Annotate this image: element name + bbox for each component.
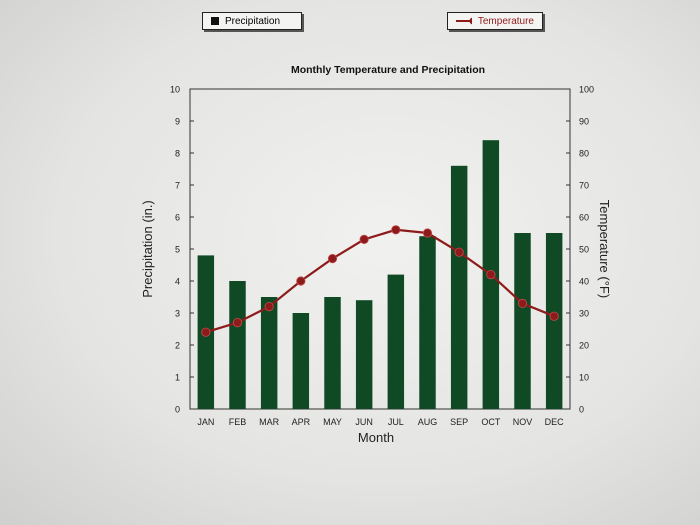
y-right-tick-label: 90	[579, 117, 589, 127]
precipitation-bar-feb	[229, 281, 246, 409]
y-left-tick-label: 5	[175, 245, 180, 255]
x-tick-label: MAY	[323, 417, 342, 427]
legend-temperature-label: Temperature	[477, 15, 534, 27]
y-right-tick-label: 10	[579, 373, 589, 383]
y-right-tick-label: 80	[579, 149, 589, 159]
x-axis-label: Month	[358, 430, 394, 445]
temperature-point-nov	[517, 298, 528, 308]
y-right-tick-label: 60	[579, 213, 589, 223]
y-left-tick-label: 6	[175, 213, 180, 223]
x-tick-label: DEC	[545, 417, 565, 427]
x-tick-label: APR	[292, 417, 311, 427]
y-right-tick-label: 50	[579, 245, 589, 255]
y-left-tick-label: 8	[175, 149, 180, 159]
precipitation-bar-dec	[545, 233, 563, 409]
temperature-line	[205, 228, 555, 334]
y-left-tick-label: 2	[175, 341, 180, 351]
temperature-point-mar	[264, 301, 274, 312]
precipitation-bar-may	[324, 297, 341, 409]
y-left-tick-label: 7	[175, 181, 180, 191]
y-left-tick-label: 1	[175, 373, 180, 383]
temperature-point-aug	[422, 228, 433, 238]
y-axis-left-label: Precipitation (in.)	[140, 200, 155, 298]
x-tick-label: NOV	[513, 417, 533, 427]
y-right-tick-label: 70	[579, 181, 589, 191]
legend-line-swatch	[456, 17, 472, 25]
x-tick-label: MAR	[259, 417, 280, 427]
precipitation-bar-sep	[450, 165, 468, 409]
legend-precipitation-label: Precipitation	[225, 15, 281, 27]
precipitation-bar-apr	[292, 313, 310, 409]
precipitation-bar-mar	[260, 297, 278, 409]
legend-precipitation: Precipitation	[202, 12, 302, 30]
y-left-tick-label: 10	[170, 85, 180, 95]
precipitation-bar-nov	[514, 233, 531, 409]
y-left-tick-label: 9	[175, 117, 180, 127]
precipitation-bar-aug	[419, 236, 436, 409]
x-tick-label: FEB	[229, 417, 247, 427]
y-right-tick-label: 40	[579, 277, 589, 287]
temperature-point-may	[327, 254, 338, 264]
y-left-tick-label: 0	[175, 405, 180, 415]
temperature-point-oct	[486, 269, 496, 280]
x-tick-label: SEP	[450, 417, 468, 427]
temperature-point-sep	[454, 247, 464, 257]
y-right-tick-label: 100	[579, 85, 594, 95]
y-axis-right-label: Temperature (°F)	[597, 200, 612, 298]
x-tick-label: JUL	[388, 417, 404, 427]
temperature-point-jul	[391, 225, 401, 235]
x-tick-label: AUG	[418, 417, 438, 427]
temperature-point-jan	[201, 327, 211, 337]
plot-frame	[189, 88, 571, 410]
x-tick-label: OCT	[481, 417, 501, 427]
legend-temperature: Temperature	[447, 12, 543, 30]
x-tick-label: JUN	[355, 417, 373, 427]
chart-title: Monthly Temperature and Precipitation	[291, 64, 485, 76]
precipitation-bar-jun	[355, 300, 373, 409]
y-left-tick-label: 3	[175, 309, 180, 319]
temperature-point-dec	[549, 311, 559, 321]
y-left-tick-label: 4	[175, 277, 180, 287]
temperature-point-apr	[296, 276, 306, 286]
legend-bar-swatch	[211, 17, 219, 25]
temperature-point-jun	[359, 234, 369, 244]
x-tick-label: JAN	[197, 417, 214, 427]
y-right-tick-label: 30	[579, 309, 589, 319]
temperature-point-feb	[232, 317, 243, 328]
y-right-tick-label: 0	[579, 405, 584, 415]
precipitation-bar-jul	[387, 274, 405, 409]
y-right-tick-label: 20	[579, 341, 589, 351]
